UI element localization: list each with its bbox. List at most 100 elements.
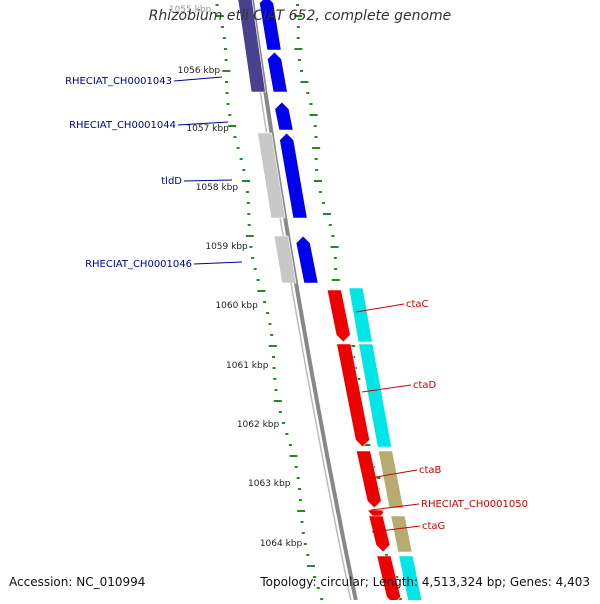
- genome-stats: Topology: circular; Length: 4,513,324 bp…: [260, 575, 590, 589]
- gc-skew-mark: [270, 334, 274, 336]
- gc-skew-mark: [271, 356, 275, 358]
- gc-skew-mark: [313, 125, 317, 127]
- stats-separator: ;: [364, 575, 373, 589]
- gc-skew-mark: [274, 389, 278, 391]
- gc-skew-mark: [257, 290, 266, 292]
- gc-skew-mark: [296, 37, 300, 39]
- gc-skew-mark: [245, 191, 249, 193]
- gc-skew-mark: [247, 224, 251, 226]
- ruler-tick-label: 1061 kbp: [226, 361, 269, 371]
- gc-skew-mark: [215, 4, 219, 6]
- gc-skew-mark: [362, 444, 371, 446]
- gc-skew-mark: [295, 4, 299, 6]
- ruler-tick-label: 1062 kbp: [237, 420, 280, 430]
- gc-skew-mark: [385, 554, 389, 556]
- gene-label-layer: RHECIAT_CH0001043 RHECIAT_CH0001044 tldD RH…: [65, 76, 528, 533]
- gc-skew-mark: [249, 246, 253, 248]
- gc-skew-mark: [263, 301, 267, 303]
- gene-label-leader: [361, 384, 412, 393]
- gc-skew-mark: [330, 246, 339, 248]
- ruler-tick-label: 1063 kbp: [248, 479, 291, 489]
- gc-skew-mark: [294, 466, 298, 468]
- gc-skew-mark: [297, 59, 301, 61]
- gene-label: RHECIAT_CH0001043: [65, 76, 172, 87]
- gc-skew-mark: [315, 169, 319, 171]
- gene-arrow-plus: [295, 235, 319, 284]
- gc-skew-mark: [312, 147, 321, 149]
- gene-arrow-minus: [368, 515, 391, 553]
- gc-skew-mark: [352, 356, 356, 358]
- gene-arrow-minus: [336, 343, 370, 448]
- gene-label-leader: [173, 76, 223, 82]
- gc-skew-mark: [242, 169, 246, 171]
- backbone-track: [246, 0, 358, 601]
- gc-skew-mark: [225, 81, 229, 83]
- genes-count-label: Genes: 4,403: [509, 575, 590, 589]
- gene-label-leader: [177, 121, 229, 126]
- gc-skew-mark: [321, 202, 325, 204]
- ruler-tick-label: 1056 kbp: [178, 66, 221, 76]
- gc-skew-mark: [285, 433, 289, 435]
- gc-skew-mark: [278, 411, 282, 413]
- gc-skew-mark: [273, 378, 277, 380]
- gc-skew-mark: [223, 48, 227, 50]
- gene-label-leader: [370, 503, 420, 511]
- cds-feature: [390, 515, 413, 553]
- gc-skew-mark: [300, 521, 304, 523]
- gc-skew-mark: [228, 114, 232, 116]
- gc-skew-mark: [266, 312, 270, 314]
- gc-skew-mark: [245, 235, 254, 237]
- gc-skew-mark: [297, 510, 306, 512]
- stats-separator: ;: [502, 575, 510, 589]
- gc-skew-mark: [220, 26, 224, 28]
- gene-label: ctaB: [419, 465, 442, 476]
- gc-skew-mark: [226, 103, 230, 105]
- gene-label-leader: [369, 469, 418, 479]
- gene-arrow-plus: [274, 101, 294, 131]
- gc-skew-mark: [294, 48, 303, 50]
- gene-label: RHECIAT_CH0001050: [421, 499, 528, 510]
- cds-feature: [273, 235, 297, 284]
- gc-skew-mark: [309, 114, 318, 116]
- gc-skew-mark: [294, 15, 303, 17]
- ruler-track: 1055 kbp 1056 kbp 1057 kbp 1058 kbp 1059 kbp…: [169, 5, 303, 549]
- gc-skew-mark: [320, 598, 324, 600]
- gene-arrow-minus: [355, 450, 382, 509]
- topology-label: Topology: circular: [260, 575, 365, 589]
- cds-feature: [348, 287, 373, 343]
- gc-skew-mark: [306, 554, 310, 556]
- gc-skew-mark: [251, 257, 255, 259]
- gc-skew-mark: [289, 455, 298, 457]
- gc-skew-mark: [273, 400, 282, 402]
- gc-skew-mark: [331, 279, 340, 281]
- gc-skew-mark: [225, 92, 229, 94]
- gc-skew-mark: [256, 279, 260, 281]
- ruler-tick-label: 1059 kbp: [205, 242, 248, 252]
- gc-skew-mark: [328, 224, 332, 226]
- accession-label: Accession: NC_010994: [9, 575, 146, 589]
- cds-feature: [358, 343, 392, 448]
- gc-skew-mark: [300, 81, 309, 83]
- gc-skew-mark: [296, 26, 300, 28]
- cds-feature: [377, 450, 404, 509]
- gc-skew-mark: [241, 180, 250, 182]
- gc-skew-mark: [246, 202, 250, 204]
- gc-skew-mark: [318, 191, 322, 193]
- gc-skew-mark: [334, 268, 338, 270]
- gc-skew-mark: [300, 70, 304, 72]
- gene-label-leader: [371, 525, 421, 533]
- gc-skew-mark: [236, 147, 240, 149]
- gc-skew-mark: [333, 257, 337, 259]
- gc-skew-mark: [306, 92, 310, 94]
- gene-label: ctaG: [422, 521, 445, 532]
- backbone-line: [250, 0, 358, 601]
- backbone-line: [246, 0, 352, 601]
- gc-skew-mark: [281, 422, 285, 424]
- gc-skew-mark: [313, 180, 322, 182]
- gc-skew-mark: [303, 543, 307, 545]
- gc-skew-mark: [239, 158, 243, 160]
- gene-label: RHECIAT_CH0001046: [85, 259, 192, 270]
- feature-track: [237, 0, 423, 604]
